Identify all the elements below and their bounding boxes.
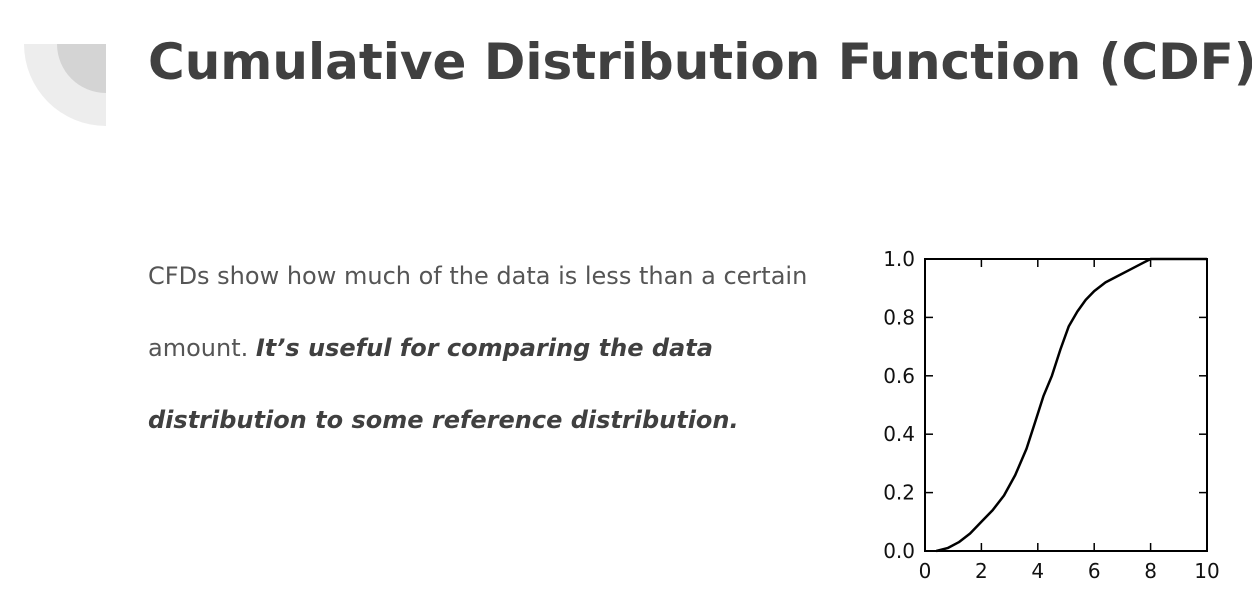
body-plain-text: CFDs show how much of the data is less t… [148, 262, 808, 362]
body-emphasis-text: It’s useful for comparing the data distr… [148, 334, 739, 434]
x-tick-label: 8 [1144, 559, 1157, 583]
chart-ticks [924, 258, 1208, 552]
plot-frame [924, 258, 1208, 552]
x-tick-label: 10 [1194, 559, 1219, 583]
y-tick-label: 0.0 [883, 539, 915, 563]
x-tick-label: 4 [1031, 559, 1044, 583]
chart-tick-labels: 0 2 4 6 8 10 0.0 0.2 0.4 0.6 0.8 1.0 [883, 247, 1220, 583]
y-tick-label: 0.6 [883, 364, 915, 388]
chart-series [935, 257, 1207, 553]
y-tick-label: 0.4 [883, 422, 915, 446]
cdf-line [935, 257, 1207, 553]
slide-body-text: CFDs show how much of the data is less t… [148, 240, 808, 456]
x-tick-label: 0 [919, 559, 932, 583]
chart-axes [924, 258, 1208, 552]
slide-title: Cumulative Distribution Function (CDF) [148, 33, 1252, 91]
y-tick-label: 1.0 [883, 247, 915, 271]
decoration-inner-arc [57, 44, 106, 93]
y-tick-label: 0.8 [883, 305, 915, 329]
x-tick-label: 2 [975, 559, 988, 583]
corner-decoration [24, 44, 106, 126]
y-tick-label: 0.2 [883, 481, 915, 505]
cdf-chart: 0 2 4 6 8 10 0.0 0.2 0.4 0.6 0.8 1.0 [883, 247, 1220, 583]
x-tick-label: 6 [1088, 559, 1101, 583]
